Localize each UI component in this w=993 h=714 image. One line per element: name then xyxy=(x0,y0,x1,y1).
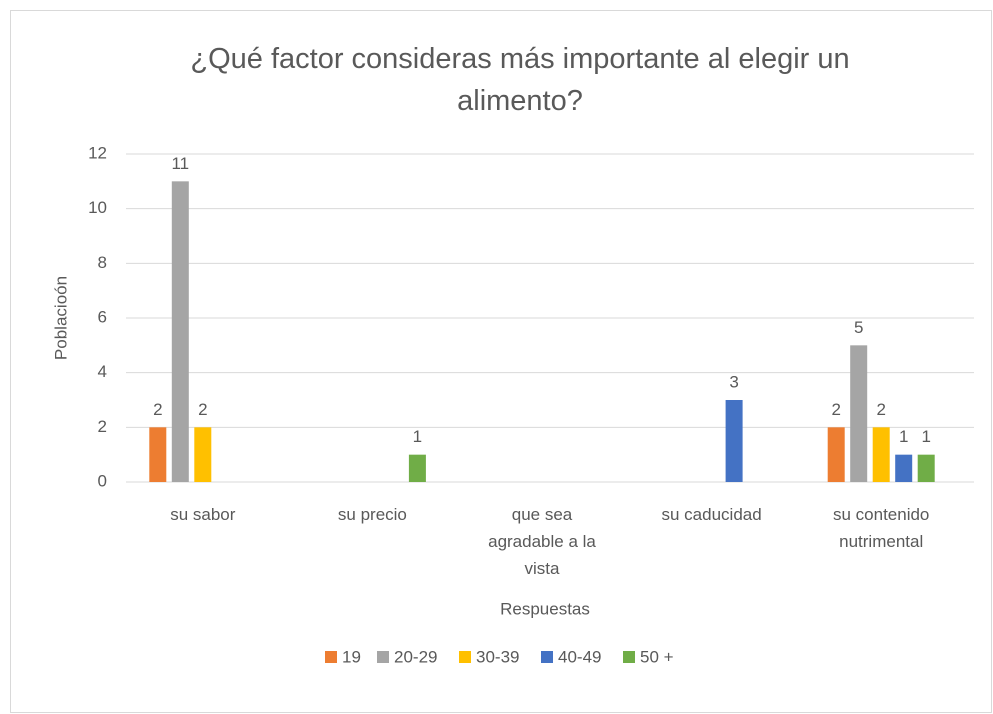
legend-swatch xyxy=(325,651,337,663)
data-label: 1 xyxy=(413,427,422,446)
legend-swatch xyxy=(541,651,553,663)
legend-swatch xyxy=(459,651,471,663)
legend-label: 50 + xyxy=(640,647,674,666)
bar xyxy=(194,427,212,482)
y-tick-label: 6 xyxy=(98,307,107,326)
y-tick-label: 2 xyxy=(98,417,107,436)
chart-title: ¿Qué factor consideras más importante al… xyxy=(190,43,849,117)
bar xyxy=(725,400,743,482)
x-tick-label: su precio xyxy=(338,505,407,524)
bar xyxy=(895,454,913,482)
data-label: 2 xyxy=(831,400,840,419)
bar xyxy=(872,427,890,482)
y-tick-label: 10 xyxy=(88,198,107,217)
legend-label: 30-39 xyxy=(476,647,519,666)
bar xyxy=(149,427,167,482)
data-label: 2 xyxy=(876,400,885,419)
y-tick-label: 12 xyxy=(88,143,107,162)
x-tick-label: que sea agradable a la vista xyxy=(488,505,596,578)
data-label: 5 xyxy=(854,318,863,337)
data-label: 3 xyxy=(729,372,738,391)
y-tick-label: 0 xyxy=(98,471,107,490)
legend-swatch xyxy=(377,651,389,663)
data-label: 2 xyxy=(153,400,162,419)
legend-label: 20-29 xyxy=(394,647,437,666)
data-label: 2 xyxy=(198,400,207,419)
bar xyxy=(917,454,935,482)
x-tick-label: su contenido nutrimental xyxy=(833,505,929,551)
data-label: 11 xyxy=(171,154,189,173)
x-tick-label: su caducidad xyxy=(662,505,762,524)
bar xyxy=(827,427,845,482)
y-tick-label: 8 xyxy=(98,253,107,272)
legend-label: 19 xyxy=(342,647,361,666)
x-axis-label: Respuestas xyxy=(500,599,590,618)
legend-swatch xyxy=(623,651,635,663)
bar xyxy=(408,454,426,482)
bar xyxy=(171,181,189,483)
data-label: 1 xyxy=(921,427,930,446)
y-tick-label: 4 xyxy=(98,362,107,381)
legend-label: 40-49 xyxy=(558,647,601,666)
data-label: 1 xyxy=(899,427,908,446)
bar xyxy=(850,345,868,482)
y-axis-label: Poblacioón xyxy=(51,276,70,360)
x-tick-label: su sabor xyxy=(170,505,236,524)
